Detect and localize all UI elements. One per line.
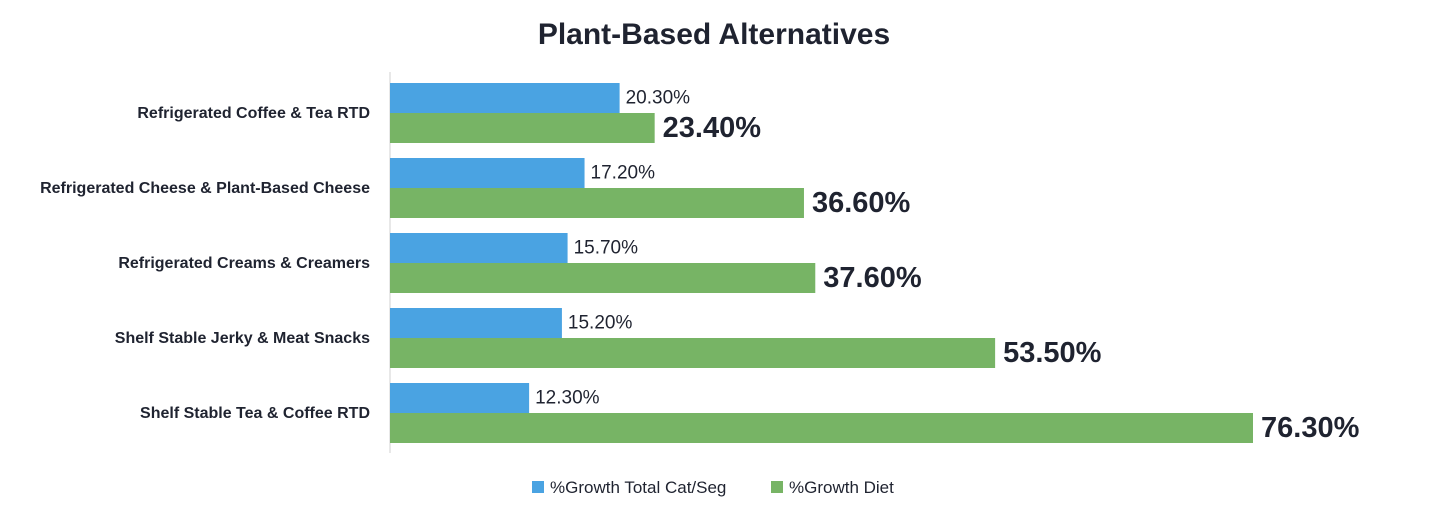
value-label-total: 20.30% [626, 88, 691, 109]
category-label: Refrigerated Coffee & Tea RTD [137, 105, 370, 122]
bar-total [390, 383, 530, 413]
value-label-diet: 23.40% [663, 112, 762, 144]
bar-diet [390, 413, 1253, 443]
bars [390, 83, 1253, 443]
chart-title: Plant-Based Alternatives [538, 18, 890, 51]
legend-label-diet: %Growth Diet [789, 478, 894, 497]
value-label-diet: 53.50% [1003, 337, 1102, 369]
category-label: Shelf Stable Jerky & Meat Snacks [115, 330, 370, 347]
bar-diet [390, 188, 804, 218]
value-label-total: 15.20% [568, 313, 633, 334]
value-label-diet: 37.60% [823, 262, 922, 294]
legend-swatch-diet [771, 481, 783, 493]
value-label-diet: 76.30% [1261, 412, 1360, 444]
legend: %Growth Total Cat/Seg %Growth Diet [532, 478, 894, 497]
category-label: Refrigerated Cheese & Plant-Based Cheese [40, 180, 370, 197]
category-label: Shelf Stable Tea & Coffee RTD [140, 405, 370, 422]
category-labels: Refrigerated Coffee & Tea RTD Refrigerate… [40, 105, 370, 422]
bar-diet [390, 338, 996, 368]
legend-swatch-total [532, 481, 544, 493]
legend-label-total: %Growth Total Cat/Seg [550, 478, 726, 497]
value-labels: 20.30% 23.40% 17.20% 36.60% 15.70% 37.60% 15.2… [535, 88, 1359, 445]
value-label-total: 15.70% [574, 238, 639, 259]
category-label: Refrigerated Creams & Creamers [118, 255, 370, 272]
value-label-total: 12.30% [535, 388, 600, 409]
bar-diet [390, 263, 816, 293]
bar-total [390, 308, 562, 338]
bar-diet [390, 113, 655, 143]
value-label-diet: 36.60% [812, 187, 911, 219]
bar-total [390, 158, 585, 188]
bar-total [390, 83, 620, 113]
value-label-total: 17.20% [591, 163, 656, 184]
bar-total [390, 233, 568, 263]
